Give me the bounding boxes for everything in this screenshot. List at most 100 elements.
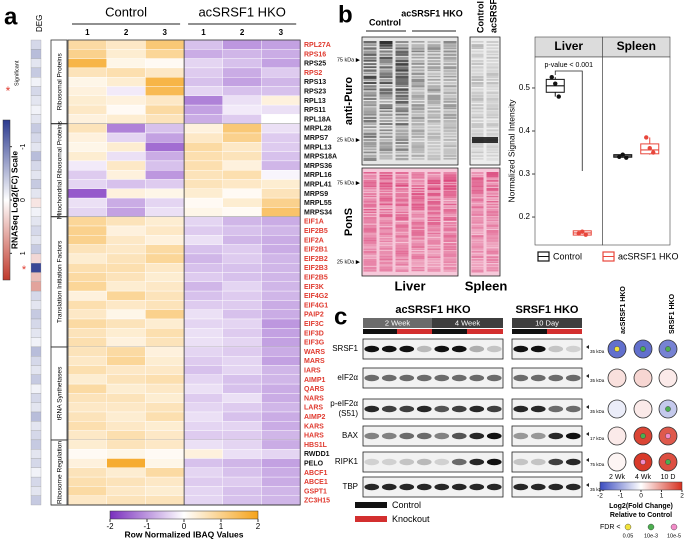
blot-band — [379, 227, 393, 230]
legend-significant: Significant — [14, 60, 20, 86]
blot-band — [379, 97, 393, 100]
kda-marker: 35 kDa — [590, 349, 605, 354]
heatmap-cell — [222, 151, 262, 162]
gene-label: KARS — [304, 423, 324, 430]
heatmap-cell — [222, 253, 262, 264]
blot-band — [364, 483, 380, 491]
blot-image — [362, 367, 504, 389]
heatmap-cell — [106, 58, 146, 69]
blot-band — [411, 145, 425, 149]
colorbar-tick-label: -1 — [143, 522, 151, 531]
blot-band — [379, 174, 393, 177]
heatmap-cell — [183, 169, 224, 180]
heatmap-cell — [106, 142, 146, 152]
heatmap-cell — [67, 197, 107, 208]
blot-band — [427, 179, 441, 183]
deg-cell — [30, 160, 42, 171]
condition-header: Control — [105, 4, 147, 19]
blot-band — [399, 374, 415, 382]
facet-panel — [534, 56, 603, 246]
replicate-label: 3 — [163, 28, 168, 37]
blot-band — [427, 91, 441, 94]
blot-band — [379, 123, 393, 125]
deg-cell — [30, 253, 42, 264]
blot-band — [486, 203, 499, 206]
blot-band — [471, 53, 484, 57]
blot-band — [363, 72, 377, 75]
blot-band — [395, 129, 409, 133]
blot-band — [395, 264, 409, 266]
blot-band — [443, 148, 457, 152]
heatmap-cell — [145, 188, 185, 199]
blot-band — [363, 219, 377, 223]
blot-band — [411, 85, 425, 88]
annotation: p-value < 0.001 — [545, 62, 594, 69]
heatmap-cell — [106, 309, 146, 320]
blot-band — [363, 135, 377, 138]
blot-band — [411, 75, 425, 79]
heatmap-cell — [145, 58, 185, 69]
blot-band — [379, 235, 393, 238]
blot-band — [486, 101, 499, 104]
deg-cell — [30, 114, 42, 124]
blot-band — [411, 113, 425, 117]
timepoint-bar — [512, 318, 582, 328]
blot-band — [443, 195, 457, 199]
blot-band — [471, 219, 484, 223]
deg-cell — [30, 244, 42, 255]
heatmap-cell — [183, 235, 224, 245]
blot-band — [363, 104, 377, 107]
heatmap-cell — [67, 272, 107, 283]
heatmap-cell — [183, 123, 224, 134]
blot-image — [511, 425, 583, 447]
blot-band — [379, 266, 393, 270]
blot-band — [486, 172, 499, 175]
blot-band — [427, 72, 441, 75]
heatmap-cell — [183, 281, 224, 292]
blot-band — [363, 142, 377, 145]
blot-band — [395, 177, 409, 180]
heatmap-cell — [183, 104, 224, 115]
gene-label: EIF4G2 — [304, 293, 328, 300]
dot-column-label: 4 Wk — [635, 474, 651, 481]
blot-band — [427, 110, 441, 113]
heatmap-cell — [106, 95, 146, 106]
blot-band — [411, 72, 425, 75]
heatmap-cell — [106, 449, 146, 459]
blot-band — [363, 53, 377, 56]
blot-band — [471, 94, 484, 98]
blot-band — [363, 214, 377, 216]
deg-cell — [30, 337, 42, 348]
gene-label: MRPL55 — [304, 200, 332, 207]
blot-band — [443, 174, 457, 178]
blot-band — [471, 110, 484, 113]
heatmap-cell — [145, 263, 185, 273]
blot-band — [379, 237, 393, 240]
blot-band — [395, 107, 409, 111]
fdr-legend-dot — [624, 523, 632, 531]
blot-band — [411, 172, 425, 176]
blot-band — [411, 187, 425, 190]
blot-band — [411, 240, 425, 243]
heatmap-cell — [183, 449, 224, 459]
blot-image — [362, 338, 504, 360]
kda-arrow — [586, 483, 589, 487]
blot-band — [565, 405, 581, 413]
blot-band — [427, 138, 441, 142]
blot-band — [379, 154, 393, 158]
blot-band — [486, 116, 499, 119]
heatmap-cell — [145, 216, 185, 227]
blot-band — [427, 94, 441, 98]
replicate-label: 2 — [124, 28, 129, 37]
heatmap-cell — [106, 467, 146, 478]
blot-band — [471, 56, 484, 59]
gene-label: HBS1L — [304, 442, 328, 449]
heatmap-cell — [106, 337, 146, 348]
genotype-bar — [363, 329, 397, 334]
blot-band — [427, 154, 441, 158]
blot-band — [395, 119, 409, 122]
blot-band — [530, 405, 546, 413]
gene-label: EIF2B5 — [304, 228, 328, 235]
blot-band — [443, 208, 457, 212]
